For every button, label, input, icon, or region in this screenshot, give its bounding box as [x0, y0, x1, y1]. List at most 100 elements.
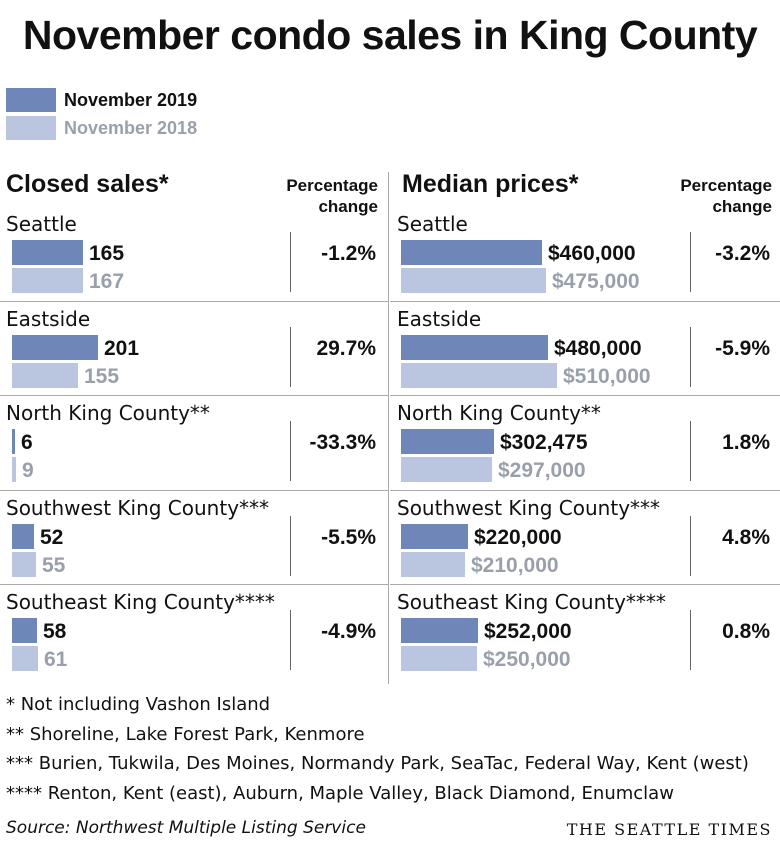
closed-sales-value-label-2019: 6: [21, 431, 33, 454]
publisher-logo: THE SEATTLE TIMES: [566, 820, 772, 839]
legend-swatch-2018: [6, 116, 56, 140]
median-prices-pct-separator: [690, 326, 691, 387]
median-prices-value-label-2019: $252,000: [484, 620, 572, 643]
median-prices-bar-2018: [401, 362, 557, 388]
closed-sales-bar-2019: [12, 523, 34, 549]
median-prices-row-separator: [390, 300, 780, 302]
median-prices-row-label: North King County**: [397, 401, 601, 425]
footnote-4: **** Renton, Kent (east), Auburn, Maple …: [6, 782, 674, 804]
closed-sales-title: Closed sales*: [6, 170, 169, 198]
median-prices-value-label-2019: $460,000: [548, 242, 636, 265]
median-prices-pct-separator: [690, 515, 691, 576]
median-prices-value-label-2018: $250,000: [483, 648, 571, 671]
median-prices-pct-separator: [690, 421, 691, 481]
closed-sales-row-label: Southeast King County****: [6, 590, 275, 614]
legend-item-2019: November 2019: [6, 86, 197, 114]
closed-sales-pct-separator: [290, 421, 291, 481]
closed-sales-row-separator: [0, 489, 388, 491]
median-prices-pct-change: 4.8%: [722, 525, 770, 549]
median-prices-title: Median prices*: [402, 170, 579, 198]
median-prices-pct-separator: [690, 610, 691, 670]
source-note: Source: Northwest Multiple Listing Servi…: [6, 818, 366, 838]
closed-sales-bar-2019: [12, 334, 98, 360]
closed-sales-row-label: Southwest King County***: [6, 495, 270, 520]
closed-sales-bar-2018: [12, 457, 16, 482]
closed-sales-row-separator: [0, 584, 388, 585]
median-prices-row-label: Southwest King County***: [397, 495, 661, 520]
panel-divider: [388, 172, 389, 684]
median-prices-pct-change: 0.8%: [722, 620, 770, 643]
closed-sales-value-label-2019: 201: [104, 336, 140, 360]
footnotes: * Not including Vashon Island ** Shoreli…: [6, 690, 749, 808]
median-prices-bar-2018: [401, 551, 465, 577]
footnote-1: * Not including Vashon Island: [6, 694, 271, 715]
footnote-2: ** Shoreline, Lake Forest Park, Kenmore: [6, 723, 365, 745]
median-prices-bar-2019: [401, 334, 548, 360]
closed-sales-value-label-2019: 52: [40, 525, 64, 549]
closed-sales-pct-separator: [290, 610, 291, 670]
closed-sales-pct-separator: [290, 232, 291, 292]
closed-sales-pct-header-line1: Percentage: [286, 176, 378, 195]
median-prices-value-label-2019: $480,000: [554, 336, 642, 360]
median-prices-bar-2019: [401, 240, 542, 265]
closed-sales-pct-change: 29.7%: [316, 336, 376, 360]
median-prices-value-label-2018: $297,000: [498, 459, 586, 482]
median-prices-value-label-2018: $210,000: [471, 553, 559, 577]
median-prices-bar-2019: [401, 429, 494, 454]
median-prices-pct-separator: [690, 232, 691, 292]
median-prices-row-separator: [390, 584, 780, 585]
median-prices-pct-change: -3.2%: [715, 242, 770, 265]
closed-sales-pct-change: -5.5%: [321, 525, 376, 549]
closed-sales-pct-change: -1.2%: [321, 242, 376, 265]
closed-sales-pct-change: -33.3%: [309, 431, 376, 454]
closed-sales-value-label-2018: 9: [22, 459, 34, 482]
median-prices-pct-change: 1.8%: [722, 431, 770, 454]
median-prices-row-separator: [390, 395, 780, 396]
closed-sales-value-label-2019: 165: [89, 242, 125, 265]
closed-sales-row-separator: [0, 395, 388, 396]
closed-sales-value-label-2018: 55: [42, 553, 66, 577]
median-prices-pct-header: Percentage change: [660, 175, 772, 217]
closed-sales-row-separator: [0, 300, 388, 302]
median-prices-value-label-2018: $475,000: [552, 270, 640, 293]
closed-sales-value-label-2019: 58: [43, 620, 67, 643]
median-prices-row-separator: [390, 489, 780, 491]
median-prices-bar-2018: [401, 457, 492, 482]
closed-sales-value-label-2018: 61: [44, 648, 68, 671]
closed-sales-bar-2018: [12, 646, 38, 671]
legend-swatch-2019: [6, 88, 56, 112]
legend-label-2019: November 2019: [64, 89, 198, 110]
closed-sales-row-label: Eastside: [6, 306, 91, 331]
closed-sales-bar-2019: [12, 240, 83, 265]
closed-sales-bar-2018: [12, 362, 78, 388]
median-prices-row-label: Southeast King County****: [397, 590, 666, 614]
closed-sales-value-label-2018: 167: [89, 270, 125, 293]
legend: November 2019 November 2018: [6, 86, 197, 142]
closed-sales-value-label-2018: 155: [84, 364, 120, 388]
median-prices-value-label-2019: $220,000: [474, 525, 562, 549]
closed-sales-pct-separator: [290, 515, 291, 576]
median-prices-bar-2019: [401, 618, 478, 643]
closed-sales-pct-separator: [290, 326, 291, 387]
closed-sales-row-label: Seattle: [6, 212, 77, 236]
footnote-3: *** Burien, Tukwila, Des Moines, Normand…: [6, 753, 749, 774]
median-prices-pct-header-line1: Percentage: [680, 176, 772, 195]
closed-sales-bar-2019: [12, 429, 15, 454]
median-prices-value-label-2019: $302,475: [500, 431, 588, 454]
median-prices-bar-2019: [401, 523, 468, 549]
closed-sales-pct-change: -4.9%: [321, 620, 376, 643]
chart-title: November condo sales in King County: [22, 12, 758, 58]
median-prices-value-label-2018: $510,000: [563, 364, 651, 388]
median-prices-row-label: Seattle: [397, 212, 468, 236]
closed-sales-bar-2019: [12, 618, 37, 643]
closed-sales-pct-header: Percentage change: [266, 175, 378, 217]
median-prices-bar-2018: [401, 268, 546, 293]
closed-sales-bar-2018: [12, 551, 36, 577]
median-prices-bar-2018: [401, 646, 477, 671]
median-prices-row-label: Eastside: [397, 306, 482, 331]
legend-label-2018: November 2018: [64, 117, 198, 138]
median-prices-pct-change: -5.9%: [715, 336, 770, 360]
closed-sales-row-label: North King County**: [6, 401, 210, 425]
closed-sales-pct-header-line2: change: [318, 197, 378, 216]
median-prices-pct-header-line2: change: [712, 197, 772, 216]
